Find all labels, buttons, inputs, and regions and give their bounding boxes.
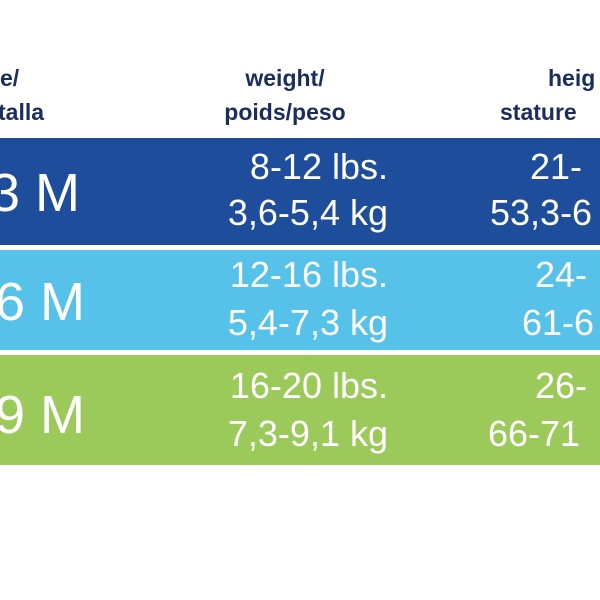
header-size: talla bbox=[0, 99, 45, 125]
row: 6 M 12-16 lbs. 5,4-7,3 kg 24- 61-6 bbox=[0, 250, 600, 350]
weight-lbs: 16-20 lbs. bbox=[229, 365, 388, 406]
header-height: stature bbox=[500, 99, 577, 125]
height-cm: 61-6 bbox=[522, 302, 595, 343]
header-size: e/ bbox=[0, 65, 20, 91]
size: 3 M bbox=[0, 163, 80, 223]
weight-kg: 7,3-9,1 kg bbox=[227, 413, 388, 454]
weight-lbs: 8-12 lbs. bbox=[249, 146, 388, 187]
header-weight: weight/ bbox=[245, 65, 325, 91]
height-in: 26- bbox=[535, 365, 588, 406]
size: 6 M bbox=[0, 272, 85, 332]
row: 9 M 16-20 lbs. 7,3-9,1 kg 26- 66-71 bbox=[0, 355, 600, 465]
height-cm: 66-71 bbox=[488, 413, 581, 454]
weight-kg: 5,4-7,3 kg bbox=[227, 302, 388, 343]
weight-kg: 3,6-5,4 kg bbox=[227, 192, 388, 233]
header-weight: poids/peso bbox=[224, 99, 346, 125]
header-height: heig bbox=[548, 65, 596, 91]
weight-lbs: 12-16 lbs. bbox=[229, 254, 388, 295]
height-in: 24- bbox=[535, 254, 588, 295]
height-in: 21- bbox=[530, 146, 583, 187]
size: 9 M bbox=[0, 385, 85, 445]
height-cm: 53,3-6 bbox=[490, 192, 593, 233]
row: 3 M 8-12 lbs. 3,6-5,4 kg 21- 53,3-6 bbox=[0, 138, 600, 245]
